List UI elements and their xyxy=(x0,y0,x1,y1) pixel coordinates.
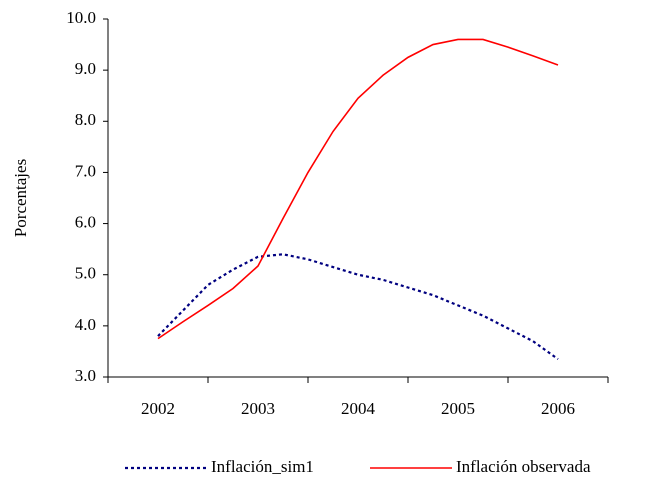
x-tick-label: 2004 xyxy=(341,399,376,418)
y-tick-label: 7.0 xyxy=(75,161,96,180)
y-tick-label: 6.0 xyxy=(75,212,96,231)
series-line xyxy=(157,38,559,340)
y-tick-label: 4.0 xyxy=(75,315,96,334)
series-line xyxy=(157,253,559,360)
x-tick-label: 2006 xyxy=(541,399,575,418)
legend-label: Inflación_sim1 xyxy=(211,457,314,476)
x-tick-label: 2003 xyxy=(241,399,275,418)
legend-label: Inflación observada xyxy=(456,457,591,476)
x-tick-label: 2005 xyxy=(441,399,475,418)
y-tick-label: 9.0 xyxy=(75,59,96,78)
y-tick-label: 8.0 xyxy=(75,110,96,129)
y-tick-label: 5.0 xyxy=(75,264,96,283)
x-tick-label: 2002 xyxy=(141,399,175,418)
y-axis-label: Porcentajes xyxy=(11,159,30,237)
y-tick-label: 10.0 xyxy=(66,8,96,27)
y-tick-label: 3.0 xyxy=(75,366,96,385)
